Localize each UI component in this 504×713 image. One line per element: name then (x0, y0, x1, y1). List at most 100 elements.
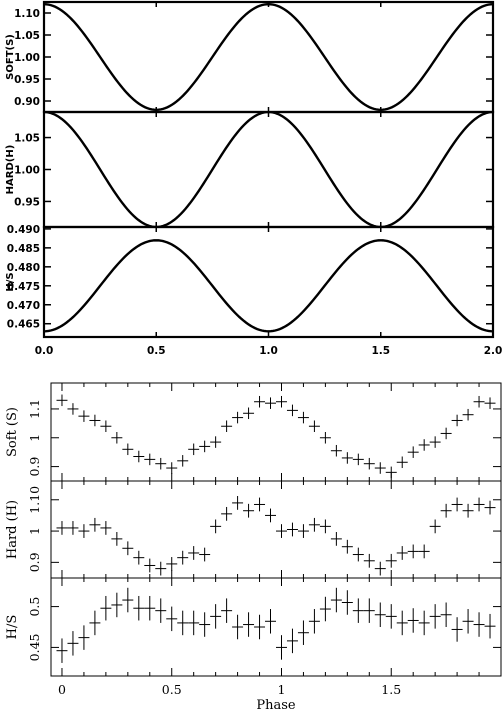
data-point (221, 506, 233, 521)
data-point (78, 410, 90, 422)
data-point (78, 524, 90, 538)
data-point (254, 395, 266, 408)
y-tick-label: 0.470 (7, 300, 40, 312)
data-point (308, 420, 320, 432)
data-point (177, 610, 189, 636)
data-point (232, 411, 244, 424)
data-point (100, 595, 112, 621)
data-point (407, 544, 419, 559)
model-panel-3: 0.465 0.470 0.475 0.480 0.485 0.490 H/S 0.0 0.5 1… (5, 224, 502, 357)
data-point (473, 395, 485, 408)
data-point (407, 608, 419, 633)
data-point (429, 604, 441, 629)
x-tick-label: 0 (58, 682, 66, 697)
data-point (341, 590, 353, 615)
y-tick-label: 0.45 (27, 633, 42, 661)
data-point (122, 587, 134, 613)
data-point (451, 497, 463, 512)
panel-frame (50, 382, 502, 482)
data-point (199, 612, 211, 637)
data-point (265, 609, 276, 634)
data-point (188, 546, 200, 560)
x-tick-label: 1 (278, 682, 286, 697)
data-point (232, 614, 244, 640)
data-point (374, 561, 386, 576)
data-point (440, 503, 452, 518)
data-point (111, 432, 123, 444)
data-point (308, 517, 320, 532)
data-point (133, 595, 145, 621)
data-point (133, 550, 145, 565)
y-axis-label: Hard (H) (5, 500, 20, 559)
y-tick-label: 0.5 (27, 597, 42, 617)
data-point (265, 397, 276, 409)
data-point (451, 414, 463, 427)
data-point (319, 432, 331, 444)
y-tick-label: 1 (27, 527, 42, 535)
data-point (111, 592, 123, 618)
data-point (166, 606, 178, 632)
data-point (429, 519, 441, 534)
data-point (155, 457, 167, 470)
data-point (319, 596, 331, 622)
data-point (330, 444, 342, 457)
data-point (78, 625, 90, 650)
data-point (418, 544, 430, 559)
y-tick-label: 1.1 (27, 399, 42, 419)
y-tick-label: 0.465 (7, 319, 40, 331)
data-point (462, 503, 474, 518)
data-point (484, 397, 496, 409)
data-point (254, 497, 266, 512)
x-axis-label: Phase (256, 698, 296, 713)
data-point (210, 519, 222, 534)
data-point (166, 557, 178, 571)
data-point (319, 519, 331, 534)
data-point (286, 404, 298, 417)
data-point (330, 532, 342, 546)
observed-data-chart: 0.9 1 1.1 Soft (S) 0.9 1 1.10 Hard (H) 0.45 0.5 H/… (5, 382, 502, 713)
y-axis-label: HARD(H) (5, 145, 16, 195)
data-point (341, 539, 353, 554)
y-tick-label: 0.9 (27, 457, 42, 477)
data-point (407, 446, 419, 458)
data-point (56, 521, 68, 535)
data-point (396, 546, 408, 560)
data-point (199, 547, 211, 562)
panel-frame (42, 0, 495, 114)
data-point (111, 532, 123, 546)
y-tick-label: 1.10 (14, 8, 40, 20)
data-point (155, 561, 167, 576)
data-point (297, 411, 309, 424)
data-point (451, 617, 463, 642)
y-tick-label: 1.05 (14, 30, 40, 42)
data-point (254, 614, 266, 640)
panel-frame (50, 577, 502, 677)
data-point (473, 497, 485, 512)
panel-frame (42, 110, 495, 229)
y-tick-label: 1.10 (27, 486, 42, 514)
data-point (352, 547, 364, 562)
data-point (56, 638, 68, 663)
y-tick-label: 0.95 (14, 74, 40, 86)
data-point (276, 524, 287, 538)
data-point (396, 456, 408, 469)
x-tick-label: 1.5 (381, 682, 401, 697)
data-point (100, 521, 112, 535)
data-point (385, 553, 397, 568)
data-point (221, 598, 233, 623)
data-point (330, 587, 342, 613)
y-axis-label: H/S (5, 615, 20, 640)
y-tick-label: 0.490 (7, 224, 40, 236)
data-point (484, 613, 496, 639)
data-point (286, 628, 298, 654)
model-curve (44, 239, 493, 333)
data-point (286, 522, 298, 537)
model-panel-1: 0.90 0.95 1.00 1.05 1.10 SOFT(S) (5, 0, 495, 114)
data-point (429, 436, 441, 448)
y-axis-label: Soft (S) (5, 407, 20, 457)
data-point (122, 541, 134, 556)
data-panel-1: 0.9 1 1.1 Soft (S) (5, 382, 502, 482)
data-point (385, 466, 397, 479)
